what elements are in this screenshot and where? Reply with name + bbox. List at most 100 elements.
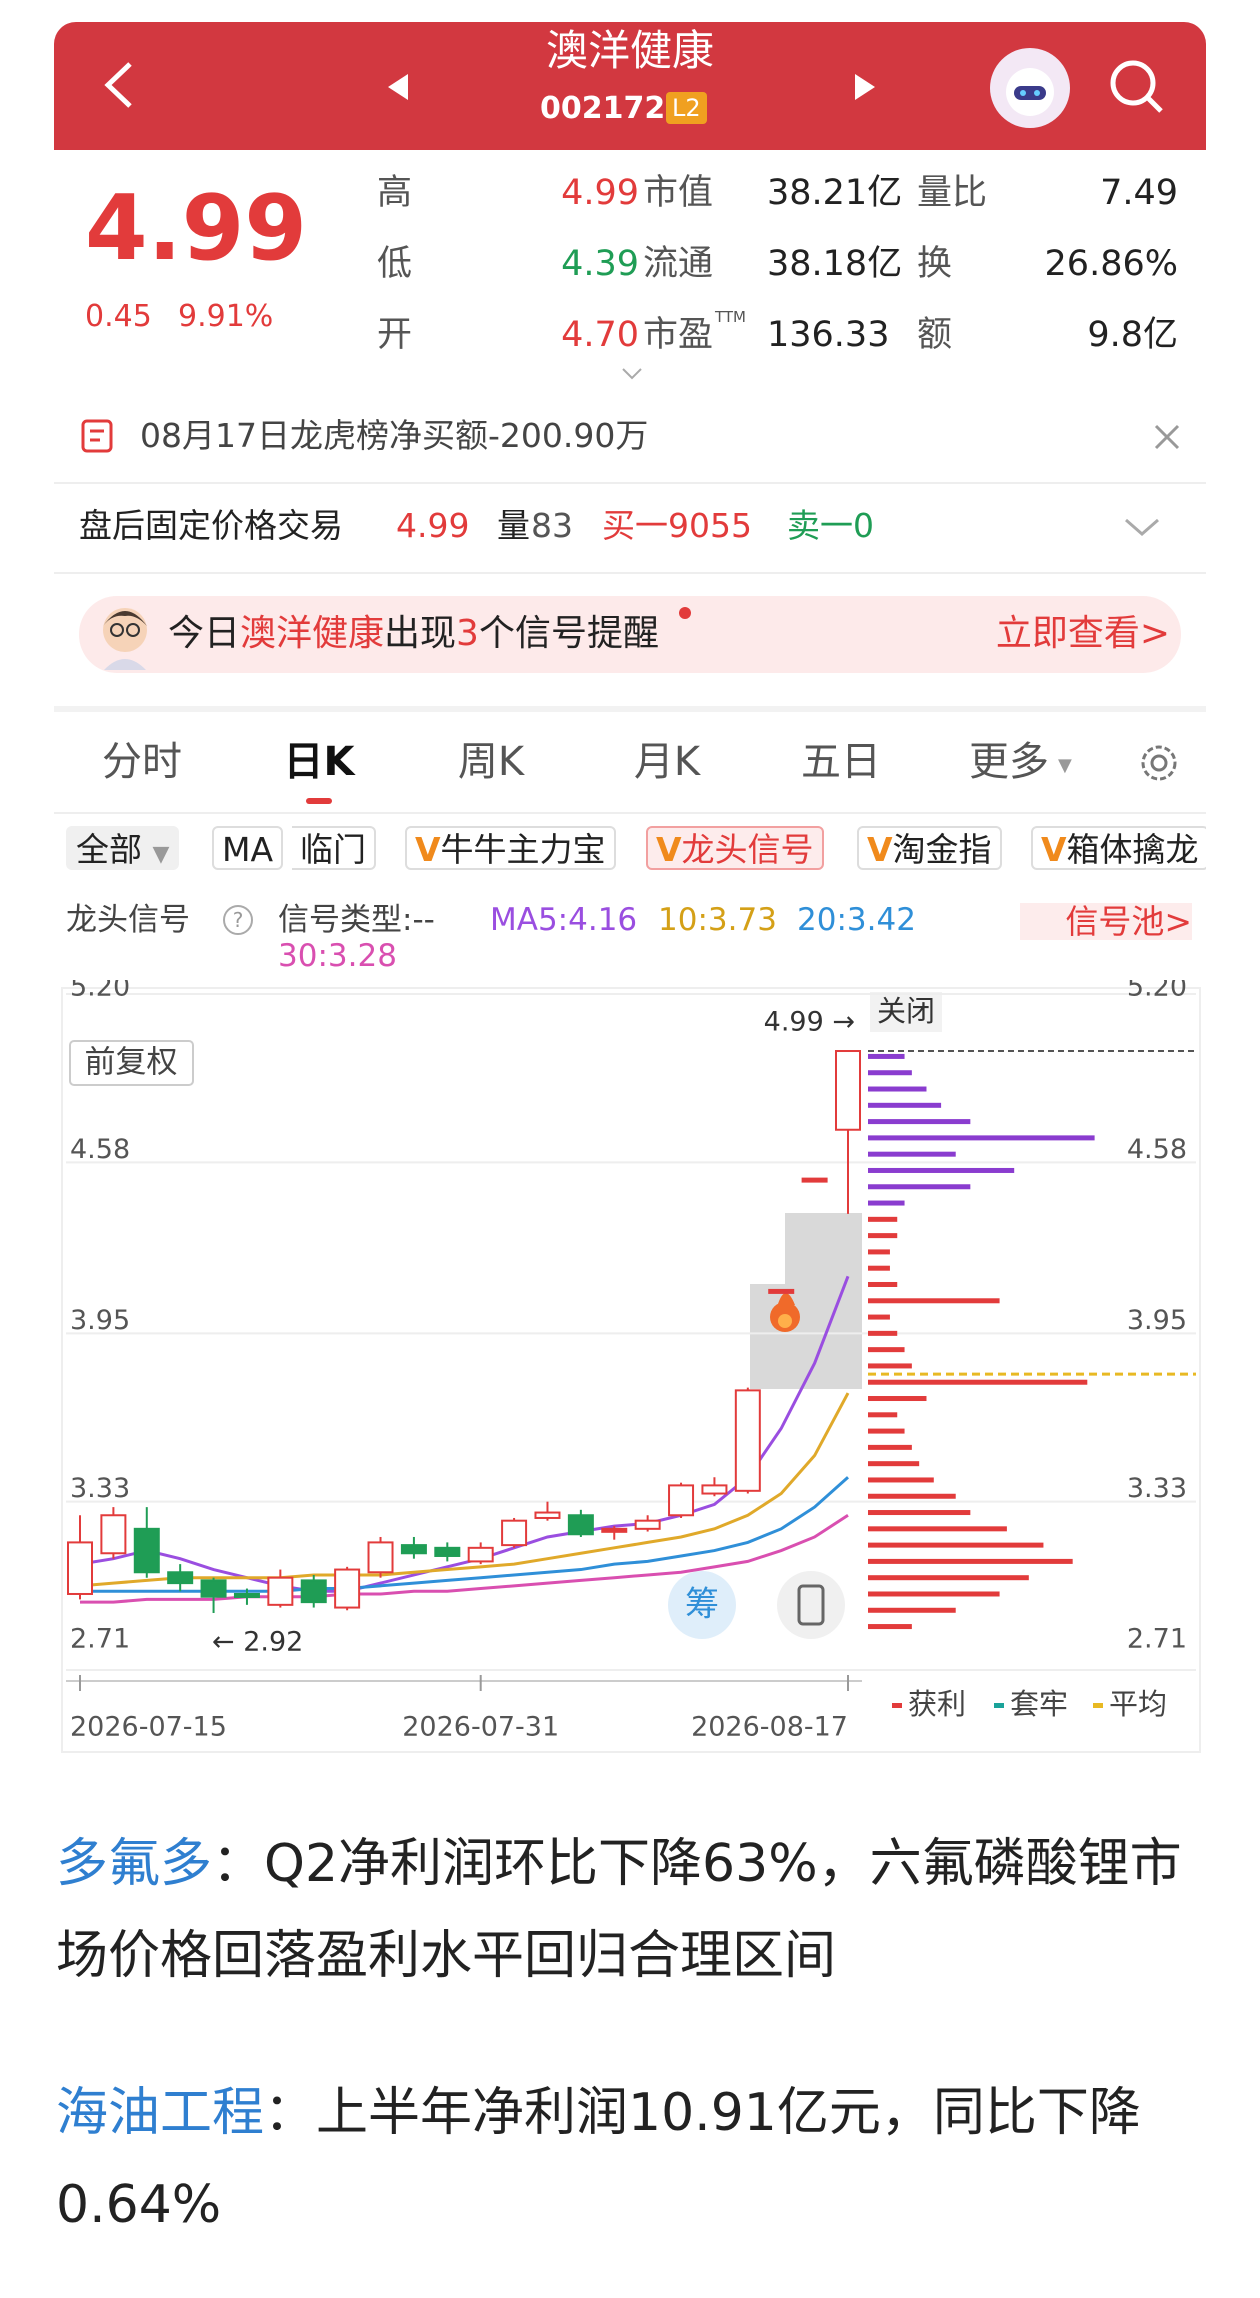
tab[interactable]: 日K <box>283 739 355 785</box>
chip-bar <box>868 1167 1015 1173</box>
signal-banner[interactable] <box>79 596 1181 673</box>
help-icon[interactable]: ? <box>223 905 253 935</box>
chip-prefix: V <box>1041 830 1067 869</box>
company-name[interactable]: 多氟多 <box>56 1834 213 1894</box>
signal-stock: 澳洋健康 <box>240 613 385 654</box>
unread-dot <box>679 607 691 619</box>
candle-body <box>567 1514 594 1536</box>
candle-body <box>801 1177 828 1183</box>
banner-avatar <box>103 608 147 670</box>
expand-after-hours[interactable] <box>1122 516 1162 538</box>
chip-bar <box>868 1151 956 1157</box>
chip-bar <box>868 1607 956 1613</box>
indicator-chip[interactable]: 临门 <box>292 826 376 870</box>
article-paragraph: 多氟多：Q2净利润环比下降63%，六氟磷酸锂市场价格回落盈利水平回归合理区间 <box>56 1818 1216 2002</box>
high-annotation: 4.99 → <box>764 1007 855 1038</box>
candle-body <box>668 1484 695 1517</box>
notice-icon <box>81 419 113 453</box>
tab[interactable]: 五日 <box>801 739 881 785</box>
tab[interactable]: 更多 <box>969 739 1049 785</box>
adjust-label[interactable]: 前复权 <box>85 1045 178 1081</box>
price-change: 0.45 <box>85 299 152 334</box>
settings[interactable] <box>1137 741 1181 785</box>
article-text: ：上半年净利润10.91亿元，同比下降0.64% <box>56 2083 1141 2235</box>
candle-body <box>601 1527 628 1533</box>
candle-body <box>734 1389 761 1492</box>
adjust-box[interactable] <box>69 1040 194 1086</box>
article-paragraph: 海油工程：上半年净利润10.91亿元，同比下降0.64% <box>56 2067 1216 2251</box>
ma-label: 20:3.42 <box>797 902 916 938</box>
candle-body <box>167 1571 194 1585</box>
expand-arrow[interactable] <box>620 366 644 382</box>
candle-body <box>835 1050 861 1131</box>
close-chip-button[interactable]: 关闭 <box>877 994 935 1028</box>
back-button[interactable] <box>100 60 140 110</box>
divider <box>54 482 1206 484</box>
chip-bar <box>868 1575 1029 1581</box>
tab[interactable]: 周K <box>457 739 525 785</box>
after-hours-label: 盘后固定价格交易 <box>79 506 343 545</box>
chip-bar <box>868 1249 890 1255</box>
candle-body <box>367 1541 394 1574</box>
company-name[interactable]: 海油工程 <box>56 2083 265 2143</box>
after-hours-bid: 买一9055 <box>602 506 752 545</box>
chip-bar <box>868 1281 898 1287</box>
indicator-chip[interactable]: V箱体擒龙 <box>1031 826 1206 870</box>
indicator-chip[interactable]: 全部 ▼ <box>66 826 180 870</box>
chip-prefix: V <box>415 830 441 869</box>
price-change-pct: 9.91% <box>178 299 274 334</box>
dropdown-arrow: ▼ <box>152 842 170 867</box>
y-tick-label-right: 2.71 <box>1127 1624 1187 1655</box>
chip-prefix: V <box>867 830 893 869</box>
chip-button[interactable] <box>668 1571 736 1639</box>
y-tick-label: 2.71 <box>70 1624 130 1655</box>
chip-bar <box>868 1233 898 1239</box>
next-stock[interactable] <box>849 72 879 102</box>
fire-icon <box>770 1292 800 1332</box>
chip-bar <box>868 1379 1088 1385</box>
stock-code: 002172 <box>540 91 666 126</box>
quote-value: 4.99 <box>561 173 639 213</box>
chip-button-label[interactable]: 筹 <box>685 1585 719 1625</box>
signal-highlight <box>785 1213 862 1284</box>
indicator-chip-active[interactable]: V龙头信号 <box>646 826 824 870</box>
tab[interactable]: 分时 <box>102 739 182 785</box>
close-notice[interactable] <box>1152 422 1182 452</box>
candle-body <box>200 1579 227 1598</box>
quote-label: 低 <box>377 244 413 284</box>
candle-body <box>100 1514 127 1555</box>
screen-button[interactable] <box>777 1571 845 1639</box>
chip-bar <box>868 1444 912 1450</box>
y-tick-label: 5.20 <box>70 980 130 1003</box>
prev-stock[interactable] <box>384 72 414 102</box>
quote-value: 38.18亿 <box>767 244 903 284</box>
indicator-chip[interactable]: V牛牛主力宝 <box>405 826 616 870</box>
chip-bar <box>868 1330 898 1336</box>
ma-line <box>79 1392 850 1588</box>
y-tick-label: 3.33 <box>70 1473 130 1504</box>
chip-bar <box>868 1412 898 1418</box>
close-chip-box[interactable] <box>870 992 942 1032</box>
search-button[interactable] <box>1106 56 1166 116</box>
candle-body <box>434 1546 461 1557</box>
after-hours-price: 4.99 <box>396 506 470 545</box>
indicator-chip[interactable]: V淘金指 <box>857 826 1002 870</box>
indicator-name: 龙头信号 <box>66 902 190 938</box>
legend-swatch <box>1093 1703 1103 1708</box>
avatar[interactable] <box>988 46 1072 130</box>
chip-bar <box>868 1102 942 1108</box>
view-now[interactable]: 立即查看> <box>995 613 1170 654</box>
chip-bar <box>868 1216 898 1222</box>
tab[interactable]: 月K <box>633 739 701 785</box>
quote-label: 换 <box>917 244 953 284</box>
candle-body <box>233 1592 260 1598</box>
y-tick-label-right: 5.20 <box>1127 980 1187 1003</box>
candle-body <box>67 1541 93 1595</box>
candle-body <box>501 1519 528 1547</box>
indicator-chip-bar: 全部 ▼ MA 临门 V牛牛主力宝 V龙头信号 V淘金指 V箱体擒龙 <box>54 820 1206 876</box>
section-gap <box>54 706 1206 712</box>
notice-text[interactable]: 08月17日龙虎榜净买额-200.90万 <box>140 416 649 455</box>
low-annotation: ← 2.92 <box>212 1627 303 1658</box>
signal-pool[interactable]: 信号池> <box>1020 903 1192 940</box>
indicator-chip[interactable]: MA <box>212 826 284 870</box>
